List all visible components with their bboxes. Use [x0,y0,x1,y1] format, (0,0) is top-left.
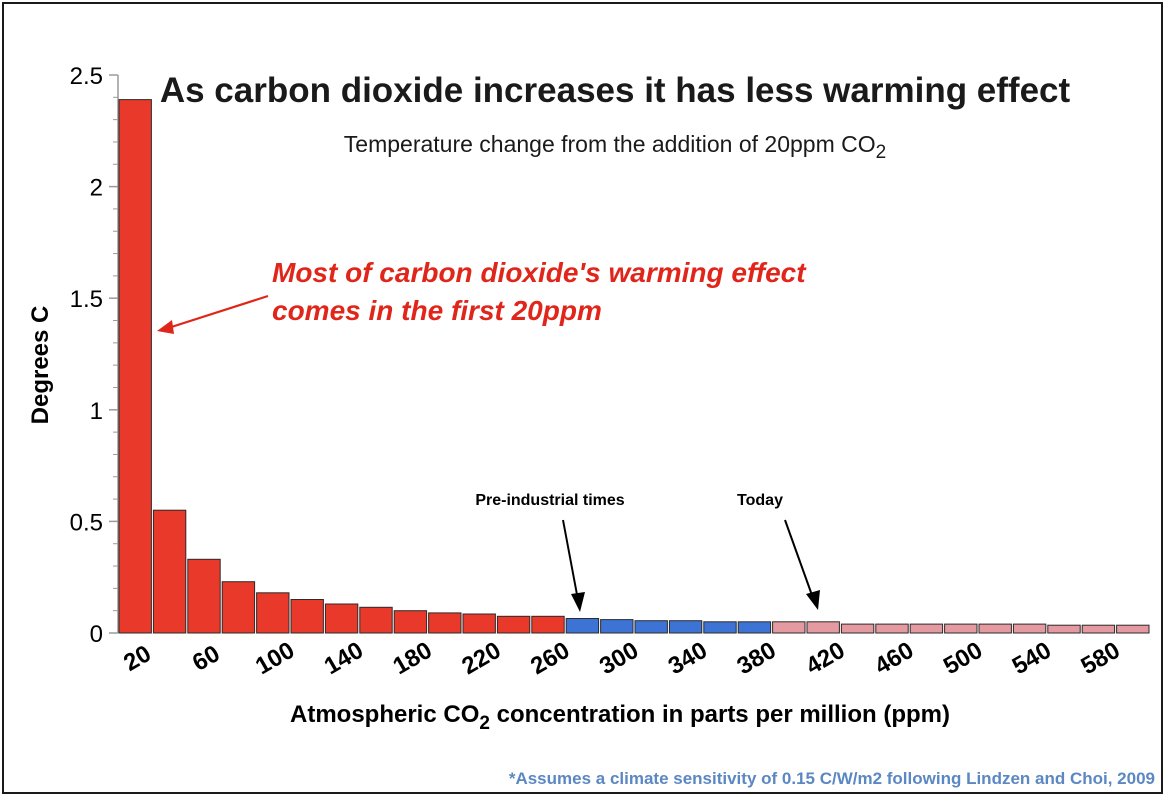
bar [462,613,496,634]
today-arrowhead [806,590,820,610]
bar [909,623,944,634]
x-tick-label: 180 [389,637,437,680]
preindustrial-arrowhead [571,592,585,612]
bar [1081,624,1116,634]
bar [1012,623,1047,634]
x-tick-label: 420 [801,637,849,680]
x-tick-label: 540 [1008,637,1056,680]
bar [806,621,840,634]
annotation-arrowhead [157,320,174,334]
preindustrial-arrow [562,519,579,601]
today-label: Today [737,492,783,509]
bar [531,615,565,634]
chart-subtitle: Temperature change from the addition of … [344,131,886,163]
chart-title: As carbon dioxide increases it has less … [160,71,1071,110]
x-tick-label: 500 [939,637,987,680]
bar [324,603,359,634]
bar [221,581,256,634]
subtitle-subscript: 2 [876,142,887,163]
footnote: *Assumes a climate sensitivity of 0.15 C… [509,769,1155,788]
bar [875,623,909,634]
y-tick-label: 2 [90,175,103,202]
x-tick-label: 380 [733,637,781,680]
y-axis-label: Degrees C [27,306,54,425]
x-tick-label: 220 [457,637,505,680]
x-tick-label: 300 [595,637,643,680]
y-tick-label: 0 [90,621,103,648]
bar [600,619,634,634]
bar [944,623,978,634]
bar [187,558,221,634]
bar [496,615,531,634]
bar [772,621,806,634]
subtitle-text: Temperature change from the addition of … [344,131,876,157]
x-axis-label-pre: Atmospheric CO [290,701,479,728]
bar [393,610,428,634]
bar [840,623,875,634]
x-tick-label: 100 [251,637,299,680]
x-tick-label: 60 [188,640,225,677]
x-tick-label: 20 [119,640,156,677]
bar [256,592,290,634]
x-tick-label: 460 [870,637,918,680]
bar [634,620,668,634]
bar [118,99,152,634]
bar [1116,624,1150,634]
y-tick-label: 2.5 [70,63,103,90]
x-tick-label: 340 [664,637,712,680]
bar [668,620,703,634]
x-axis-label-post: concentration in parts per million (ppm) [490,701,950,728]
bar [152,509,187,634]
preindustrial-label: Pre-industrial times [475,492,624,509]
x-tick-label: 140 [320,637,368,680]
bars-group [118,99,1150,634]
bar [359,606,393,634]
bar [703,621,737,634]
annotation-line-1: Most of carbon dioxide's warming effect [272,257,807,288]
bar [1047,624,1081,634]
bar [428,612,462,634]
x-tick-label: 580 [1077,637,1125,680]
x-axis-label-sub: 2 [479,713,490,734]
x-axis-label: Atmospheric CO2 concentration in parts p… [290,701,950,734]
y-tick-label: 1.5 [70,286,103,313]
y-tick-label: 0.5 [70,509,103,536]
annotation-line-2: comes in the first 20ppm [272,295,602,326]
bar [290,599,324,634]
bar [737,621,772,634]
today-arrow [784,519,814,599]
bar [978,623,1012,634]
y-tick-label: 1 [90,398,103,425]
annotation-arrow [161,294,269,332]
x-tick-label: 260 [526,637,574,680]
bar [565,618,600,634]
